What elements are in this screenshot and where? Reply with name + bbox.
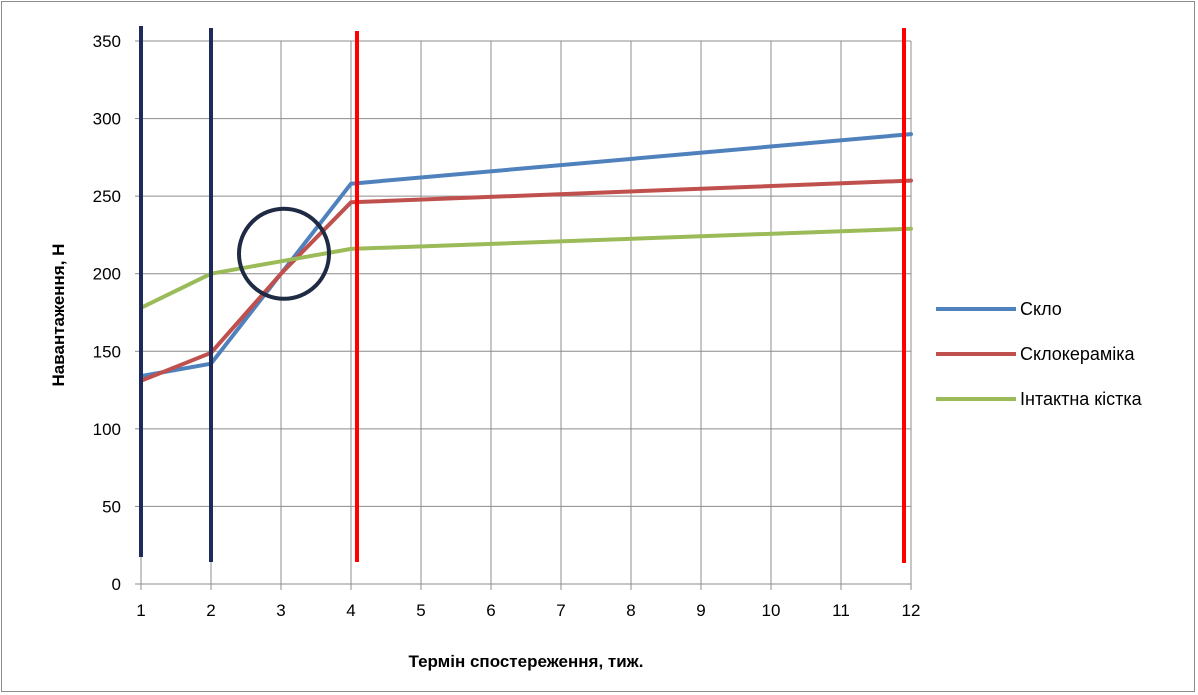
series-line: [139, 132, 913, 379]
annotations: [139, 26, 906, 563]
series-lines: [139, 132, 913, 383]
x-tick-label: 7: [556, 601, 565, 620]
series-line: [139, 178, 913, 383]
x-tick-label: 9: [696, 601, 705, 620]
x-tick-label: 6: [486, 601, 495, 620]
x-tick-label: 4: [346, 601, 355, 620]
y-axis-title: Навантаження, Н: [49, 244, 68, 387]
y-tick-label: 150: [93, 342, 121, 361]
highlight-circle: [237, 206, 331, 301]
x-tick-label: 11: [832, 601, 850, 620]
legend: Скло Склокераміка Інтактна кістка: [936, 299, 1143, 409]
y-tick-label: 300: [93, 110, 121, 129]
x-tick-label: 1: [136, 601, 145, 620]
y-tick-label: 250: [93, 187, 121, 206]
x-tick-label: 5: [416, 601, 425, 620]
series-line: [139, 226, 913, 310]
x-tick-label: 2: [206, 601, 215, 620]
y-tick-label: 350: [93, 32, 121, 51]
x-tick-label: 12: [902, 601, 921, 620]
axes: [135, 40, 912, 590]
x-tick-label: 10: [762, 601, 781, 620]
legend-label: Інтактна кістка: [1020, 389, 1143, 409]
y-tick-label: 0: [112, 575, 121, 594]
grid-lines: [141, 40, 912, 584]
x-tick-label: 8: [626, 601, 635, 620]
x-tick-label: 3: [276, 601, 285, 620]
legend-label: Склокераміка: [1020, 344, 1136, 364]
legend-label: Скло: [1020, 299, 1062, 319]
x-axis-title: Термін спостереження, тиж.: [409, 652, 644, 671]
y-tick-label: 50: [102, 497, 121, 516]
y-tick-label: 100: [93, 420, 121, 439]
y-tick-label: 200: [93, 265, 121, 284]
